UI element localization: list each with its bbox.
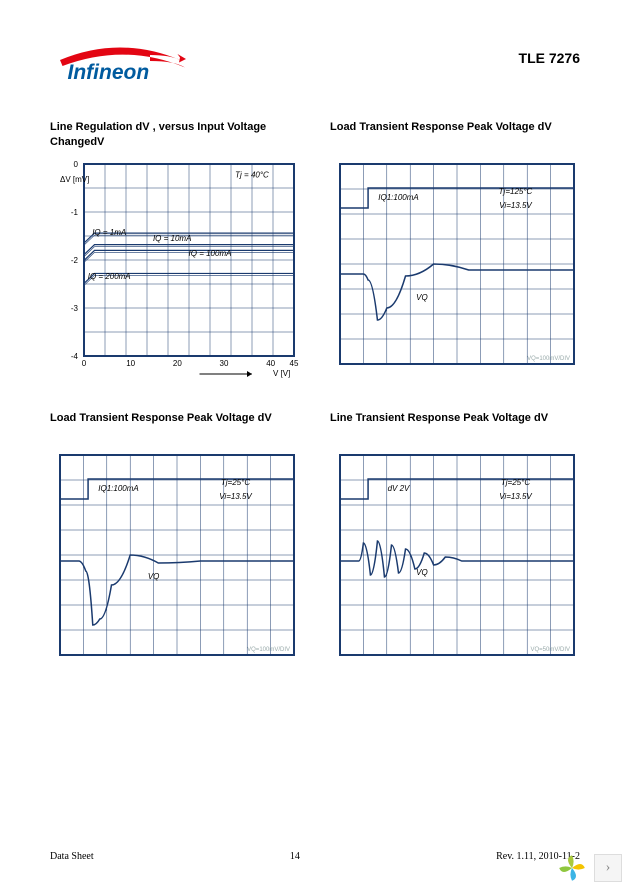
svg-text:IQ = 1mA: IQ = 1mA [92, 228, 126, 237]
chart-row-2: Load Transient Response Peak Voltage dV … [50, 411, 580, 674]
svg-text:-3: -3 [71, 304, 79, 313]
svg-text:30: 30 [220, 359, 229, 368]
svg-text:45: 45 [290, 359, 299, 368]
svg-text:IQ = 100mA: IQ = 100mA [189, 249, 232, 258]
chart-3-svg: VQ=100mV/DIV IQ1:100mA Tj=25°C Vi=13.5V VQ [50, 449, 300, 669]
chart-1-svg: 0-1-2-3-401020304045ΔV [mV]V [V]Tj = 40°… [50, 158, 300, 378]
next-button[interactable]: › [594, 854, 622, 882]
svg-text:-2: -2 [71, 256, 79, 265]
chart-4: Line Transient Response Peak Voltage dV … [330, 411, 580, 674]
chart-1-title: Line Regulation dV , versus Input Voltag… [50, 120, 300, 152]
svg-text:VQ=100mV/DIV: VQ=100mV/DIV [527, 356, 570, 362]
chart-1: Line Regulation dV , versus Input Voltag… [50, 120, 300, 383]
chart-row-1: Line Regulation dV , versus Input Voltag… [50, 120, 580, 383]
svg-text:20: 20 [173, 359, 182, 368]
svg-text:Tj = 40°C: Tj = 40°C [235, 170, 269, 179]
svg-text:IQ1:100mA: IQ1:100mA [378, 193, 418, 202]
svg-text:VQ: VQ [416, 293, 428, 302]
svg-text:V [V]: V [V] [273, 369, 290, 378]
chart-2-title: Load Transient Response Peak Voltage dV [330, 120, 580, 152]
svg-text:Vi=13.5V: Vi=13.5V [499, 201, 532, 210]
part-number: TLE 7276 [519, 50, 580, 66]
svg-text:Vi=13.5V: Vi=13.5V [219, 492, 252, 501]
chart-4-svg: VQ=50mV/DIV dV 2V Tj=25°C Vi=13.5V VQ [330, 449, 580, 669]
svg-text:VQ=100mV/DIV: VQ=100mV/DIV [247, 647, 290, 653]
footer-center: 14 [290, 851, 300, 862]
svg-text:10: 10 [126, 359, 135, 368]
svg-text:VQ: VQ [416, 568, 428, 577]
svg-text:Tj=25°C: Tj=25°C [501, 478, 530, 487]
chart-2: Load Transient Response Peak Voltage dV … [330, 120, 580, 383]
svg-text:VQ=50mV/DIV: VQ=50mV/DIV [530, 647, 570, 653]
page-footer: Data Sheet 14 Rev. 1.11, 2010-11-2 [50, 851, 580, 862]
svg-text:40: 40 [266, 359, 275, 368]
chart-3-title: Load Transient Response Peak Voltage dV [50, 411, 300, 443]
svg-text:-4: -4 [71, 352, 79, 361]
svg-text:IQ1:100mA: IQ1:100mA [98, 484, 138, 493]
svg-text:Infineon: Infineon [68, 61, 150, 84]
svg-text:IQ = 200mA: IQ = 200mA [88, 272, 131, 281]
chart-3: Load Transient Response Peak Voltage dV … [50, 411, 300, 674]
svg-text:Tj=125°C: Tj=125°C [499, 187, 533, 196]
chevron-right-icon: › [606, 860, 611, 876]
svg-text:Vi=13.5V: Vi=13.5V [499, 492, 532, 501]
svg-text:ΔV [mV]: ΔV [mV] [60, 175, 89, 184]
page-header: Infineon TLE 7276 [0, 0, 630, 110]
corner-widget: › [556, 852, 622, 884]
content-area: Line Regulation dV , versus Input Voltag… [0, 120, 630, 674]
svg-text:0: 0 [82, 359, 87, 368]
pinwheel-icon [556, 852, 588, 884]
svg-text:VQ: VQ [148, 572, 160, 581]
svg-text:dV 2V: dV 2V [388, 484, 410, 493]
svg-text:0: 0 [74, 160, 79, 169]
svg-text:-1: -1 [71, 208, 79, 217]
svg-text:Tj=25°C: Tj=25°C [221, 478, 250, 487]
chart-4-title: Line Transient Response Peak Voltage dV [330, 411, 580, 443]
infineon-logo: Infineon [50, 40, 190, 90]
footer-left: Data Sheet [50, 851, 94, 862]
svg-text:IQ = 10mA: IQ = 10mA [153, 234, 191, 243]
chart-2-svg: VQ=100mV/DIV IQ1:100mA Tj=125°C Vi=13.5V VQ [330, 158, 580, 378]
